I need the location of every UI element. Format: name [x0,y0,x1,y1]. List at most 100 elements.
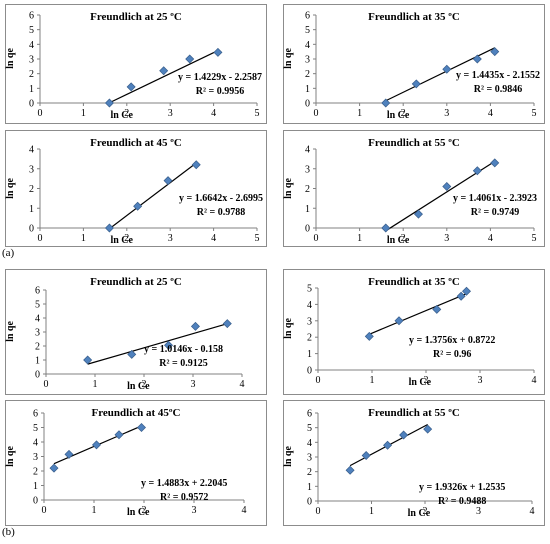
x-tick-label: 3 [168,233,173,244]
data-point [381,98,391,108]
chart-svg: 0 1 2 3 4 5 0 1 2 3 4 5 6 [29,11,260,120]
x-tick-label: 4 [488,108,493,119]
data-point [490,47,500,57]
x-tick-label: 3 [191,379,196,390]
y-tick-label: 2 [305,69,310,80]
x-tick-label: 1 [369,506,374,517]
data-point [213,47,223,57]
y-tick-label: 6 [29,11,34,22]
data-point [472,166,482,176]
x-tick-label: 3 [444,233,449,244]
trend-line [87,323,228,365]
trend-line [369,293,467,335]
x-tick-label: 2 [423,506,428,517]
x-axis-label: ln Ce [408,377,432,388]
x-tick-label: 3 [192,505,197,516]
equation-text: y = 1.4229x - 2.2587 [178,72,263,83]
x-tick-label: 1 [370,375,375,386]
x-tick-label: 3 [444,108,449,119]
trend-equation: y = 1.6642x - 2.6995 R² = 0.9788 [179,192,263,220]
data-point [137,423,146,432]
chart-title: Freundlich at 45 ºC [90,137,182,149]
data-point [159,66,169,76]
y-tick-label: 4 [35,314,40,325]
chart-svg: 0 1 2 3 4 5 0 1 2 3 4 [29,145,260,245]
y-tick-label: 2 [35,342,40,353]
data-point [364,331,374,341]
data-point [190,321,200,331]
y-tick-label: 2 [29,184,34,195]
chart-svg: 0 1 2 3 4 0 1 2 3 4 5 6 [35,286,245,391]
y-axis-label: ln qe [282,318,294,339]
data-point [126,82,136,92]
equation-text: y = 1.9326x + 1.2535 [419,482,506,493]
y-tick-label: 5 [305,25,310,36]
x-tick-label: 4 [242,505,247,516]
chart-title: Freundlich at 35 ºC [368,11,460,23]
section-label-a: (a) [2,247,15,259]
y-tick-label: 6 [307,409,312,420]
y-axis-label: ln qe [4,445,16,467]
x-axis-label: ln Ce [110,235,133,246]
y-axis-label: ln qe [282,446,294,467]
x-tick-label: 3 [478,375,483,386]
data-point [114,430,124,440]
r-squared-text: R² = 0.9846 [473,84,523,95]
y-tick-label: 4 [307,438,312,449]
y-tick-label: 2 [307,333,312,344]
x-tick-label: 4 [211,108,216,119]
data-point [394,316,404,326]
y-tick-label: 3 [33,452,38,463]
y-tick-label: 2 [305,184,310,195]
trend-line [109,162,197,230]
y-tick-label: 4 [29,145,34,156]
chart-panel: 0 1 2 3 4 5 0 1 2 3 4 5 6 Freundlich at 25 ºC ln qe ln … [5,4,267,124]
equation-text: y = 1.3756x + 0.8722 [409,335,496,346]
y-tick-label: 5 [307,423,312,434]
x-tick-label: 4 [532,375,537,386]
trend-equation: y = 1.4883x + 2.2045 R² = 0.9572 [141,477,227,505]
y-tick-label: 4 [33,438,38,449]
data-point [64,449,74,459]
x-tick-label: 0 [314,108,319,119]
y-tick-label: 0 [33,496,38,507]
trend-equation: y = 1.3756x + 0.8722 R² = 0.96 [409,334,495,362]
data-point [490,158,500,168]
y-tick-label: 4 [29,40,34,51]
x-tick-label: 0 [38,108,43,119]
x-tick-label: 4 [530,506,535,517]
x-tick-label: 0 [316,506,321,517]
y-axis-label: ln qe [4,177,16,199]
chart-panel: 0 1 2 3 4 0 1 2 3 4 5 Freundlich at 35 ºC ln qe ln Ce… [283,269,545,395]
x-tick-label: 1 [81,108,86,119]
trend-equation: y = 1.9326x + 1.2535 R² = 0.9488 [419,481,505,509]
x-axis-label: ln Ce [110,110,133,121]
y-tick-label: 3 [307,453,312,464]
data-point [83,355,93,365]
data-point [399,430,409,440]
x-axis-label: ln Ce [407,508,431,519]
r-squared-text: R² = 0.9572 [159,492,209,503]
x-tick-label: 0 [316,375,321,386]
x-tick-label: 1 [93,379,98,390]
r-squared-text: R² = 0.96 [432,349,472,360]
chart-panel: 0 1 2 3 4 0 1 2 3 4 5 6 Freundlich at 45ºC ln qe ln Ce… [5,400,267,526]
chart-svg: 0 1 2 3 4 5 0 1 2 3 4 [305,145,537,245]
y-tick-label: 0 [29,224,34,235]
x-tick-label: 2 [142,505,147,516]
chart-panel: 0 1 2 3 4 0 1 2 3 4 5 6 Freundlich at 25 ºC ln qe ln C… [5,269,267,395]
section-label-b: (b) [2,526,15,538]
y-tick-label: 1 [35,356,40,367]
data-point [104,98,114,108]
r-squared-text: R² = 0.9788 [196,207,246,218]
equation-text: y = 1.4883x + 2.2045 [141,478,228,489]
x-tick-label: 4 [240,379,245,390]
y-tick-label: 0 [35,370,40,381]
y-tick-label: 4 [307,300,312,311]
y-tick-label: 0 [305,224,310,235]
x-tick-label: 1 [357,233,362,244]
x-tick-label: 5 [532,233,537,244]
chart-panel: 0 1 2 3 4 5 0 1 2 3 4 Freundlich at 55 ºC ln qe ln Ce… [283,130,545,247]
trend-equation: y = 1.4061x - 2.3923 R² = 0.9749 [453,192,537,220]
r-squared-text: R² = 0.9125 [159,358,208,369]
